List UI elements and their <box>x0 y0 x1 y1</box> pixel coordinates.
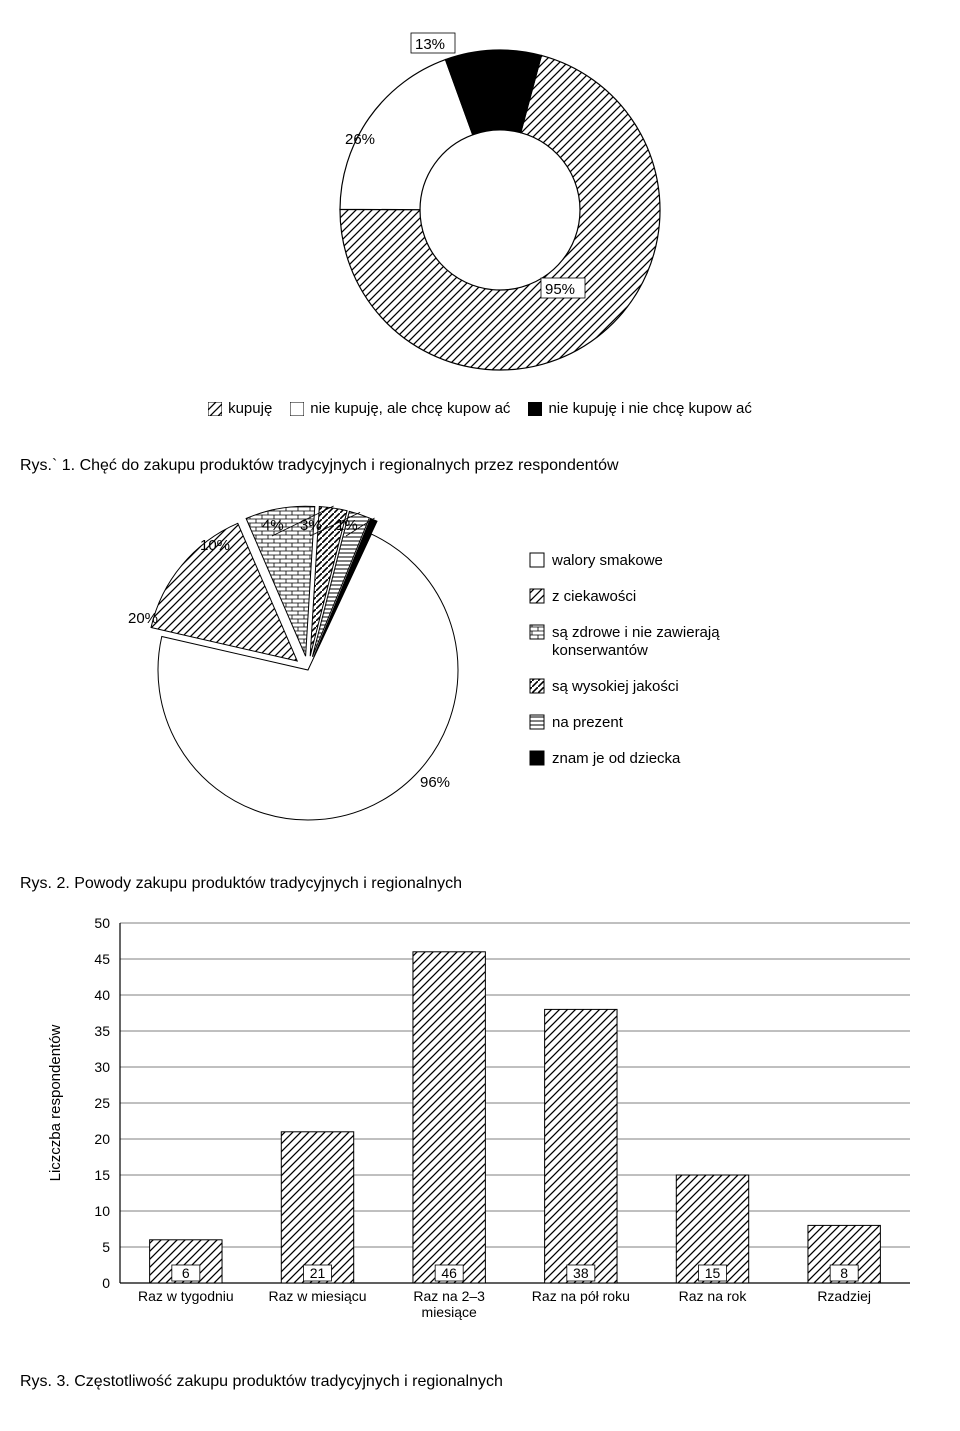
legend-label: konserwantów <box>552 642 648 659</box>
y-tick-label: 25 <box>94 1095 110 1111</box>
legend-label: na prezent <box>552 714 624 731</box>
x-tick-label: Raz na pół roku <box>532 1288 630 1304</box>
x-tick-label: Rzadziej <box>817 1288 871 1304</box>
y-tick-label: 35 <box>94 1023 110 1039</box>
legend-label: z ciekawości <box>552 588 636 605</box>
bar-value-label: 8 <box>840 1265 848 1281</box>
legend-label: kupuję <box>228 400 272 417</box>
y-tick-label: 30 <box>94 1059 110 1075</box>
caption-fig1: Rys.` 1. Chęć do zakupu produktów tradyc… <box>20 457 940 475</box>
legend-label: znam je od dziecka <box>552 750 681 767</box>
y-tick-label: 45 <box>94 951 110 967</box>
bar-value-label: 6 <box>182 1265 190 1281</box>
pie-chart: 96% 20% 10% 4% 3% 1% walory smakowe z ciekawośc… <box>100 495 860 835</box>
bar-chart: 0 5 10 15 20 25 30 35 40 45 50 Liczczba respondentó… <box>40 913 920 1333</box>
y-tick-label: 10 <box>94 1203 110 1219</box>
x-tick-label: Raz na 2–3 <box>413 1288 485 1304</box>
caption-fig3: Rys. 3. Częstotliwość zakupu produktów t… <box>20 1373 940 1391</box>
bar <box>281 1132 353 1283</box>
y-tick-label: 0 <box>102 1275 110 1291</box>
pie-slice-label: 1% <box>336 517 358 534</box>
legend-item: kupuję <box>208 400 272 417</box>
x-tick-label: Raz w tygodniu <box>138 1288 234 1304</box>
bar-value-label: 38 <box>573 1265 589 1281</box>
bar-value-label: 46 <box>441 1265 457 1281</box>
legend-label: są wysokiej jakości <box>552 678 679 695</box>
legend-item: nie kupuję i nie chcę kupow ać <box>528 400 751 417</box>
donut-slice-label: 95% <box>545 281 575 298</box>
donut-chart-block: 95% 26% 13% kupuję nie kupuję, ale chcę kup… <box>20 20 940 417</box>
y-tick-label: 40 <box>94 987 110 1003</box>
legend-label: walory smakowe <box>551 552 663 569</box>
y-tick-label: 15 <box>94 1167 110 1183</box>
legend-label: nie kupuję i nie chcę kupow ać <box>548 400 751 417</box>
pie-slice-label: 4% <box>262 517 284 534</box>
pie-slice-label: 10% <box>200 537 230 554</box>
pie-chart-block: 96% 20% 10% 4% 3% 1% walory smakowe z ciekawośc… <box>20 495 940 835</box>
bar-value-label: 15 <box>705 1265 721 1281</box>
bar-value-label: 21 <box>310 1265 326 1281</box>
bar <box>545 1009 617 1283</box>
x-tick-label: Raz w miesiącu <box>268 1288 366 1304</box>
donut-legend: kupuję nie kupuję, ale chcę kupow ać nie k… <box>20 400 940 417</box>
y-tick-label: 20 <box>94 1131 110 1147</box>
legend-item: nie kupuję, ale chcę kupow ać <box>290 400 510 417</box>
donut-slice-label: 13% <box>415 36 445 53</box>
caption-fig2: Rys. 2. Powody zakupu produktów tradycyj… <box>20 875 940 893</box>
y-axis-label: Liczczba respondentów <box>47 1024 64 1181</box>
y-tick-label: 5 <box>102 1239 110 1255</box>
x-tick-label: Raz na rok <box>679 1288 748 1304</box>
bar-chart-block: 0 5 10 15 20 25 30 35 40 45 50 Liczczba respondentó… <box>20 913 940 1333</box>
legend-label: są zdrowe i nie zawierają <box>552 624 720 641</box>
donut-chart: 95% 26% 13% <box>290 20 670 400</box>
donut-slice-label: 26% <box>345 131 375 148</box>
bar <box>413 952 485 1283</box>
legend-label: nie kupuję, ale chcę kupow ać <box>310 400 510 417</box>
y-tick-label: 50 <box>94 915 110 931</box>
x-tick-label: miesiące <box>422 1304 477 1320</box>
pie-slice-label: 20% <box>128 610 158 627</box>
pie-slice-label: 96% <box>420 774 450 791</box>
pie-slice-label: 3% <box>300 517 322 534</box>
